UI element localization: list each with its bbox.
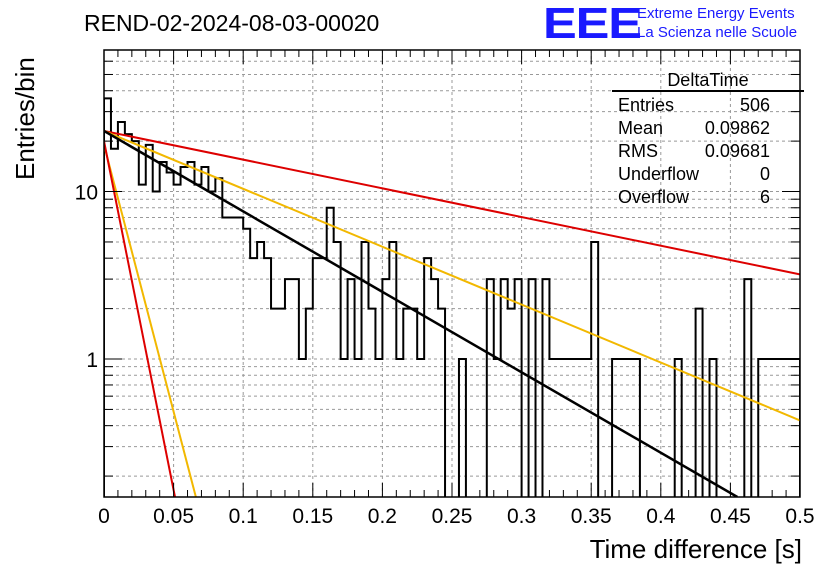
x-tick-label: 0.5 (785, 505, 814, 528)
x-tick-label: 0.1 (229, 505, 258, 528)
fit-line (104, 129, 738, 497)
logo-caption: Extreme Energy Events La Scienza nelle S… (637, 4, 797, 42)
x-tick-label: 0.35 (571, 505, 612, 528)
y-tick-label: 10 (75, 182, 98, 205)
eee-logo: EEE (543, 0, 642, 48)
x-tick-label: 0.25 (432, 505, 473, 528)
x-tick-label: 0.45 (710, 505, 751, 528)
stats-label: Mean (618, 118, 664, 138)
x-tick-label: 0.3 (507, 505, 536, 528)
histogram-series (104, 97, 800, 497)
stats-row-overflow: Overflow 6 (612, 186, 804, 209)
stats-value: 0 (759, 164, 770, 184)
logo-line-1: Extreme Energy Events (637, 5, 795, 22)
x-tick-label: 0.2 (368, 505, 397, 528)
x-tick-label: 0.4 (646, 505, 676, 528)
y-tick-label: 1 (86, 349, 98, 372)
fit-line (104, 140, 176, 497)
stats-label: RMS (618, 141, 658, 161)
stats-label: Overflow (618, 187, 690, 207)
x-tick-label: 0.15 (292, 505, 333, 528)
stats-row-rms: RMS 0.09681 (612, 140, 804, 163)
stats-label: Underflow (618, 164, 700, 184)
stats-value: 0.09862 (704, 118, 770, 138)
stats-box: DeltaTime Entries 506 Mean 0.09862 RMS 0… (612, 70, 804, 209)
x-axis-label: Time difference [s] (589, 534, 802, 564)
chart-title: REND-02-2024-08-03-00020 (84, 10, 380, 36)
fit-line (104, 129, 800, 276)
y-axis-label: Entries/bin (10, 57, 40, 180)
fit-line (104, 130, 800, 422)
stats-value: 6 (759, 187, 770, 207)
stats-row-mean: Mean 0.09862 (612, 117, 804, 140)
stats-row-underflow: Underflow 0 (612, 163, 804, 186)
stats-row-entries: Entries 506 (612, 94, 804, 117)
x-tick-label: 0 (98, 505, 110, 528)
stats-value: 0.09681 (704, 141, 770, 161)
y-axis-label-wrap: Entries/bin (8, 57, 40, 190)
stats-value: 506 (739, 95, 770, 115)
fit-line (104, 144, 197, 497)
logo-line-2: La Scienza nelle Scuole (637, 24, 798, 41)
x-tick-label: 0.05 (153, 505, 194, 528)
stats-label: Entries (618, 95, 675, 115)
stats-title: DeltaTime (612, 70, 804, 92)
